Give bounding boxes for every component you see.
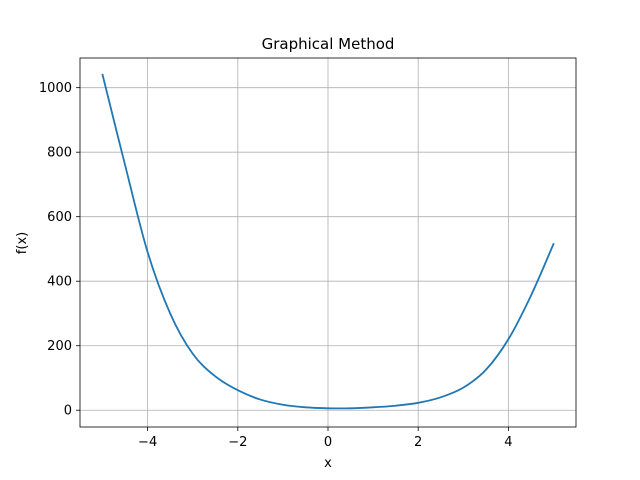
y-tick-label: 1000 [39, 81, 72, 96]
y-tick-label: 0 [64, 404, 72, 419]
y-tick-label: 200 [47, 339, 72, 354]
y-axis-ticks: 0 200 400 600 800 1000 [39, 81, 80, 419]
x-tick-label: 4 [504, 435, 512, 450]
y-axis-label: f(x) [15, 232, 30, 254]
grid-lines [80, 58, 576, 427]
x-axis-ticks: −4 −2 0 2 4 [138, 427, 513, 450]
y-tick-label: 800 [47, 146, 72, 161]
x-axis-label: x [324, 456, 332, 471]
y-tick-label: 400 [47, 275, 72, 290]
x-tick-label: 2 [414, 435, 422, 450]
series-line [101, 73, 555, 410]
x-tick-label: 0 [324, 435, 332, 450]
x-tick-label: −4 [138, 435, 157, 450]
series-layer [101, 73, 555, 410]
chart-title: Graphical Method [262, 35, 395, 53]
x-tick-label: −2 [228, 435, 247, 450]
y-tick-label: 600 [47, 210, 72, 225]
